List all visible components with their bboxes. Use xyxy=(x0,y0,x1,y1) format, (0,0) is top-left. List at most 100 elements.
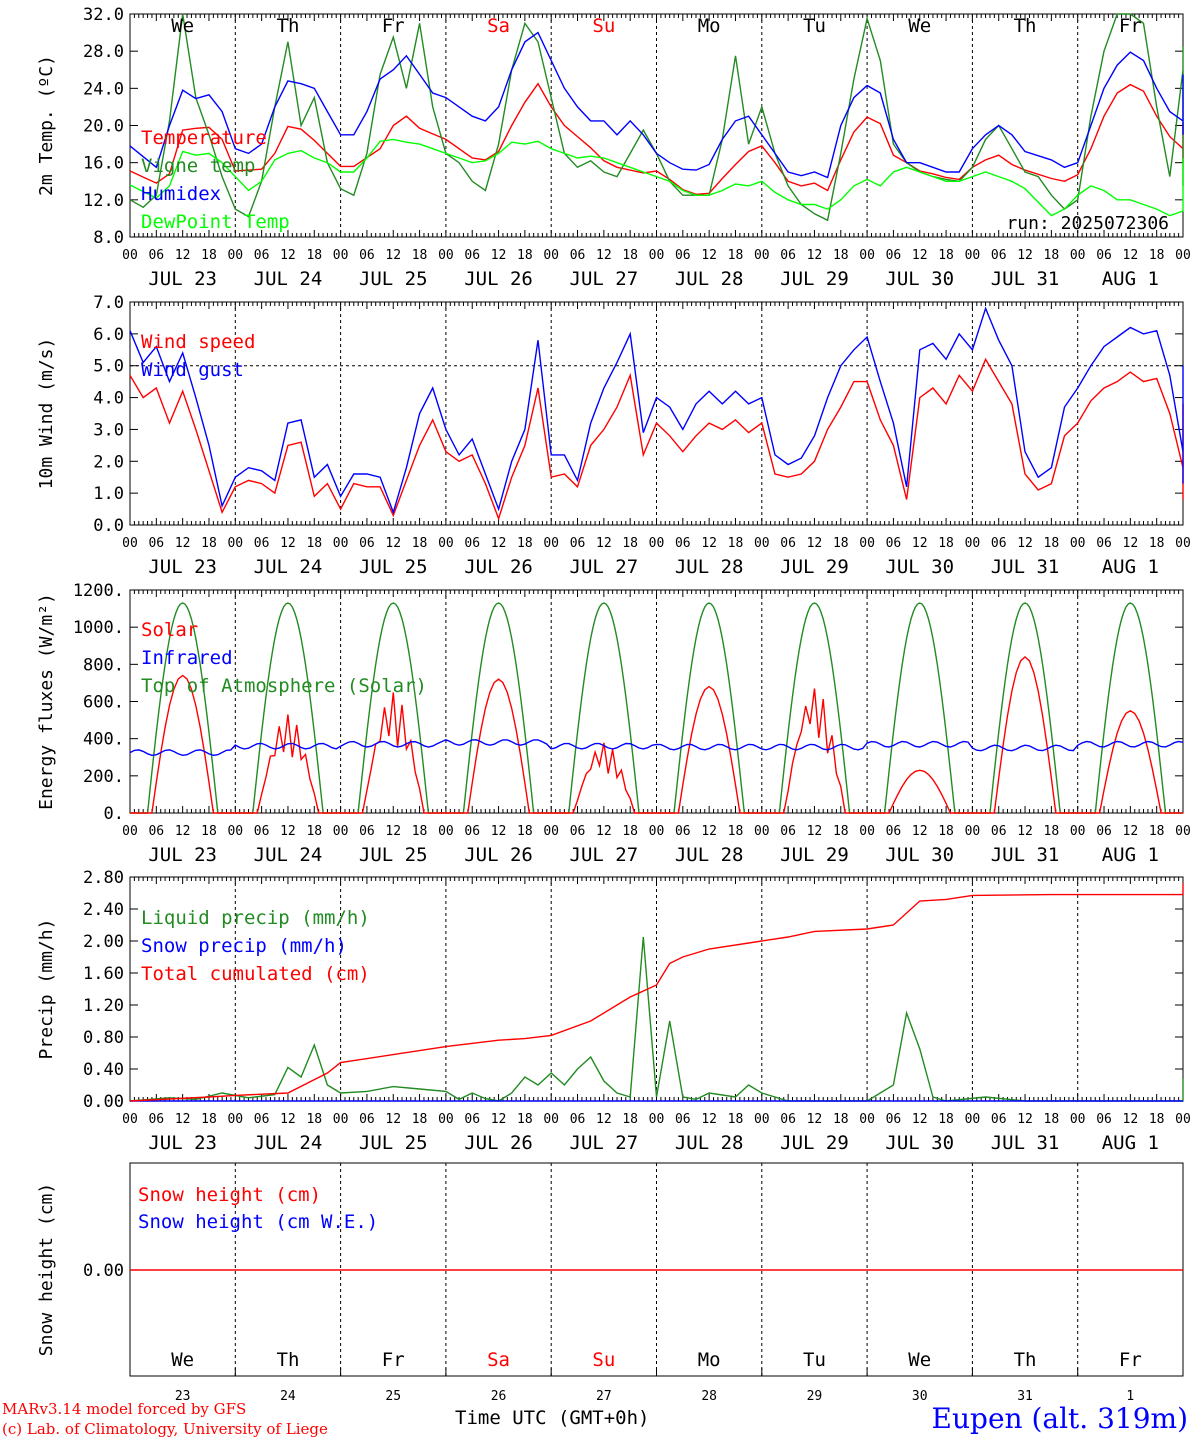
hour-tick-label: 06 xyxy=(675,248,691,263)
date-label: AUG 1 xyxy=(1102,556,1159,578)
hour-tick-label: 00 xyxy=(859,824,875,839)
hour-tick-label: 00 xyxy=(122,248,138,263)
date-label: JUL 26 xyxy=(464,268,533,290)
hour-tick-label: 18 xyxy=(1044,1112,1060,1127)
y-axis: 0. 200. 400. 600. 800. 1000. 1200. Energy fluxe… xyxy=(36,581,1183,824)
date-label: JUL 27 xyxy=(570,556,639,578)
hour-tick-label: 18 xyxy=(728,248,744,263)
date-label: JUL 28 xyxy=(675,1132,744,1154)
hour-tick-label: 12 xyxy=(491,1112,507,1127)
hour-tick-label: 06 xyxy=(991,248,1007,263)
hour-tick-label: 06 xyxy=(148,248,164,263)
hour-tick-label: 18 xyxy=(412,1112,428,1127)
hour-tick-label: 00 xyxy=(543,1112,559,1127)
y-tick-label: 0.40 xyxy=(83,1060,124,1080)
hour-tick-label: 12 xyxy=(1017,1112,1033,1127)
weekday-label: Fr xyxy=(382,1349,405,1371)
hour-tick-label: 12 xyxy=(1017,248,1033,263)
hour-tick-label: 18 xyxy=(201,824,217,839)
hour-tick-label: 00 xyxy=(122,1112,138,1127)
date-label: JUL 30 xyxy=(885,844,954,866)
hour-tick-label: 00 xyxy=(1175,248,1191,263)
hour-tick-label: 00 xyxy=(649,536,665,551)
panel-border xyxy=(129,13,1184,238)
hour-tick-label: 06 xyxy=(780,1112,796,1127)
y-tick-label: 0. xyxy=(104,804,124,824)
series-line-humidex xyxy=(129,31,1184,179)
date-label: JUL 27 xyxy=(570,844,639,866)
day-number-label: 23 xyxy=(175,1389,191,1404)
hour-tick-label: 12 xyxy=(491,824,507,839)
date-label: JUL 26 xyxy=(464,556,533,578)
hour-tick-label: 18 xyxy=(412,824,428,839)
legend-entry: Solar xyxy=(141,619,198,641)
y-tick-label: 24.0 xyxy=(83,79,124,99)
series-line-infrared xyxy=(129,739,1184,757)
hour-tick-label: 12 xyxy=(385,248,401,263)
hour-tick-label: 12 xyxy=(1123,824,1139,839)
hour-tick-label: 12 xyxy=(175,248,191,263)
date-label: JUL 25 xyxy=(359,844,428,866)
hour-tick-label: 06 xyxy=(886,1112,902,1127)
hour-tick-label: 12 xyxy=(385,824,401,839)
hour-tick-label: 18 xyxy=(306,824,322,839)
hour-tick-label: 06 xyxy=(991,824,1007,839)
y-tick-label: 0.0 xyxy=(93,516,124,536)
date-label: JUL 24 xyxy=(254,268,323,290)
hour-tick-label: 18 xyxy=(517,248,533,263)
hour-tick-label: 18 xyxy=(622,1112,638,1127)
hour-tick-label: 06 xyxy=(254,248,270,263)
hour-tick-label: 18 xyxy=(517,536,533,551)
y-tick-label: 20.0 xyxy=(83,117,124,137)
hour-tick-label: 00 xyxy=(649,1112,665,1127)
run-label: run: 2025072306 xyxy=(1006,213,1169,234)
panel-0-frame xyxy=(129,13,1184,238)
y-axis-label: Energy fluxes (W/m²) xyxy=(36,593,57,810)
date-label: JUL 29 xyxy=(780,1132,849,1154)
y-tick-label: 7.0 xyxy=(93,293,124,313)
hour-tick-label: 12 xyxy=(1123,536,1139,551)
hour-tick-label: 06 xyxy=(464,824,480,839)
hour-tick-label: 00 xyxy=(649,248,665,263)
hour-tick-label: 00 xyxy=(965,248,981,263)
hour-tick-label: 06 xyxy=(886,536,902,551)
location-title: Eupen (alt. 319m) xyxy=(932,1402,1188,1435)
hour-tick-label: 06 xyxy=(570,824,586,839)
hour-tick-label: 18 xyxy=(622,248,638,263)
legend-entry: Humidex xyxy=(141,183,221,205)
hour-tick-label: 12 xyxy=(596,1112,612,1127)
y-axis-label: Snow height (cm) xyxy=(36,1183,57,1356)
hour-tick-label: 12 xyxy=(491,536,507,551)
date-label: JUL 31 xyxy=(991,268,1060,290)
hour-tick-label: 18 xyxy=(938,536,954,551)
legend-entry: Snow precip (mm/h) xyxy=(141,935,347,957)
hour-tick-label: 18 xyxy=(412,248,428,263)
hour-tick-label: 12 xyxy=(280,1112,296,1127)
day-number-label: 28 xyxy=(701,1389,717,1404)
y-tick-label: 16.0 xyxy=(83,154,124,174)
weekday-label: Th xyxy=(277,1349,300,1371)
hour-tick-label: 18 xyxy=(201,248,217,263)
hour-tick-label: 18 xyxy=(833,248,849,263)
hour-tick-label: 00 xyxy=(543,536,559,551)
y-tick-label: 2.80 xyxy=(83,868,124,888)
hour-tick-label: 18 xyxy=(622,536,638,551)
hour-tick-label: 06 xyxy=(991,1112,1007,1127)
hour-tick-label: 18 xyxy=(412,536,428,551)
hour-tick-label: 00 xyxy=(859,1112,875,1127)
hour-tick-label: 12 xyxy=(701,824,717,839)
weekday-label: Mo xyxy=(698,15,721,37)
hour-tick-label: 06 xyxy=(148,536,164,551)
series-line-temperature xyxy=(129,82,1184,196)
hour-tick-label: 06 xyxy=(886,248,902,263)
hour-tick-label: 00 xyxy=(227,248,243,263)
weekday-label: Su xyxy=(592,1349,615,1371)
hour-tick-label: 00 xyxy=(333,536,349,551)
hour-tick-label: 18 xyxy=(1149,1112,1165,1127)
x-axis-title: Time UTC (GMT+0h) xyxy=(455,1407,649,1429)
legend-entry: Vigne temp xyxy=(141,155,255,177)
hour-tick-label: 18 xyxy=(728,1112,744,1127)
hour-tick-label: 06 xyxy=(464,1112,480,1127)
legend-entry: Infrared xyxy=(141,647,233,669)
panel-1-frame xyxy=(129,301,1184,526)
